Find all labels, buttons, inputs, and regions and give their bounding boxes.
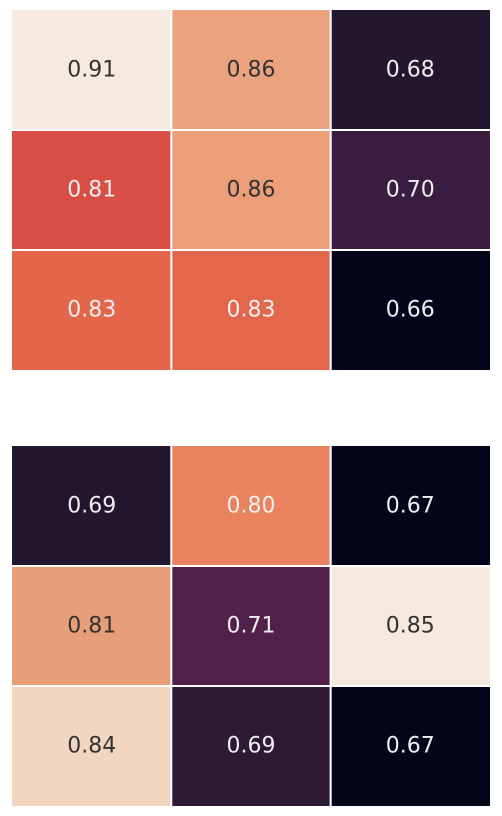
- heatmap-bottom: 0.69 0.80 0.67 0.81 0.71 0.85 0.84 0.69 0.67: [12, 446, 490, 806]
- heatmap-cell-label: 0.86: [227, 58, 276, 83]
- heatmap-cell-label: 0.67: [386, 734, 435, 759]
- heatmap-cell-label: 0.80: [227, 494, 276, 519]
- heatmap-cell-label: 0.66: [386, 298, 435, 323]
- heatmap-top: 0.91 0.86 0.68 0.81 0.86 0.70 0.83 0.83 0.66: [12, 10, 490, 370]
- heatmap-cell-label: 0.70: [386, 178, 435, 203]
- heatmap-cell-label: 0.81: [67, 614, 116, 639]
- heatmap-cell-label: 0.71: [227, 614, 276, 639]
- heatmap-cell-label: 0.85: [386, 614, 435, 639]
- heatmap-cell-label: 0.81: [67, 178, 116, 203]
- heatmap-cell-label: 0.83: [227, 298, 276, 323]
- heatmap-cell-label: 0.69: [67, 494, 116, 519]
- heatmap-cell-label: 0.83: [67, 298, 116, 323]
- heatmap-cell-label: 0.91: [67, 58, 116, 83]
- heatmap-cell-label: 0.68: [386, 58, 435, 83]
- heatmap-cell-label: 0.69: [227, 734, 276, 759]
- heatmap-cell-label: 0.84: [67, 734, 116, 759]
- heatmap-cell-label: 0.86: [227, 178, 276, 203]
- heatmap-cell-label: 0.67: [386, 494, 435, 519]
